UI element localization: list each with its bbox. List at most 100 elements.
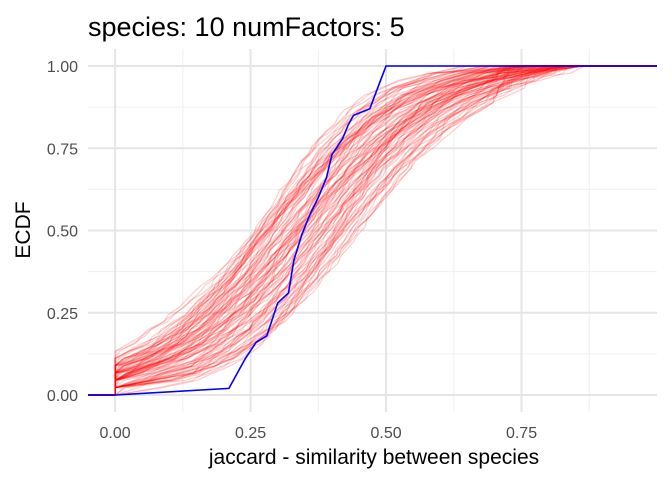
ecdf-background-line: [88, 65, 657, 396]
y-tick-label: 0.25: [47, 306, 78, 323]
ecdf-background-line: [88, 65, 657, 396]
x-tick-label: 0.75: [506, 425, 537, 442]
ecdf-background-line: [88, 65, 657, 396]
ecdf-background-line: [88, 65, 657, 396]
ecdf-background-line: [88, 65, 657, 396]
ecdf-background-line: [88, 65, 657, 396]
y-tick-label: 0.50: [47, 224, 78, 241]
ecdf-main-line-layer: [88, 65, 657, 396]
ecdf-background-line: [88, 65, 657, 396]
ecdf-background-line: [88, 65, 657, 396]
ecdf-background-line: [88, 65, 657, 396]
ecdf-background-line: [88, 65, 657, 396]
ecdf-background-line: [88, 65, 657, 396]
ecdf-background-line: [88, 65, 657, 396]
ecdf-background-line: [88, 65, 657, 396]
x-axis-title: jaccard - similarity between species: [208, 446, 539, 469]
ecdf-background-line: [88, 65, 657, 396]
y-tick-label: 1.00: [47, 59, 78, 76]
ecdf-background-line: [88, 65, 657, 396]
ecdf-main-line: [88, 65, 657, 396]
ecdf-background-line: [88, 65, 657, 396]
ecdf-background-line: [88, 65, 657, 396]
ecdf-background-line: [88, 65, 657, 396]
ecdf-background-line: [88, 65, 657, 396]
ecdf-background-line: [88, 65, 657, 396]
x-tick-label: 0.50: [370, 425, 401, 442]
ecdf-background-line: [88, 65, 657, 396]
ecdf-background-line: [88, 65, 657, 396]
ecdf-background-line: [88, 65, 657, 396]
ecdf-background-line: [88, 65, 657, 396]
ecdf-background-line: [88, 65, 657, 396]
ecdf-background-line: [88, 65, 657, 396]
ecdf-background-line: [88, 65, 657, 396]
ecdf-background-line: [88, 65, 657, 396]
y-tick-label: 0.75: [47, 141, 78, 158]
ecdf-background-line: [88, 65, 657, 396]
ecdf-background-line: [88, 65, 657, 396]
ecdf-background-line: [88, 65, 657, 396]
ecdf-background-line: [88, 65, 657, 396]
ecdf-background-line: [88, 65, 657, 396]
ecdf-background-line: [88, 65, 657, 396]
ecdf-background-line: [88, 65, 657, 396]
ecdf-background-line: [88, 65, 657, 396]
ecdf-background-line: [88, 65, 657, 396]
ecdf-background-line: [88, 65, 657, 396]
ecdf-background-line: [88, 65, 657, 396]
ecdf-background-line: [88, 65, 657, 396]
ecdf-background-line: [88, 65, 657, 396]
ecdf-background-line: [88, 65, 657, 396]
ecdf-background-line: [88, 65, 657, 396]
ecdf-background-line: [88, 65, 657, 396]
ecdf-background-line: [88, 65, 657, 396]
ecdf-background-line: [88, 65, 657, 396]
ecdf-background-line: [88, 65, 657, 396]
y-tick-label: 0.00: [47, 388, 78, 405]
ecdf-background-line: [88, 65, 657, 396]
ecdf-background-line: [88, 65, 657, 396]
ecdf-background-line: [88, 65, 657, 396]
ecdf-background-line: [88, 65, 657, 396]
ecdf-background-line: [88, 65, 657, 396]
chart-title: species: 10 numFactors: 5: [88, 12, 405, 42]
ecdf-background-line: [88, 65, 657, 396]
ecdf-background-line: [88, 65, 657, 396]
ecdf-background-line: [88, 65, 657, 396]
ecdf-background-line: [88, 65, 657, 396]
ecdf-background-line: [88, 65, 657, 396]
ecdf-background-line: [88, 65, 657, 396]
ecdf-background-line: [88, 65, 657, 396]
ecdf-background-line: [88, 65, 657, 396]
ecdf-background-line: [88, 65, 657, 396]
ecdf-background-line: [88, 65, 657, 396]
ecdf-background-line: [88, 65, 657, 396]
ecdf-background-line: [88, 65, 657, 396]
x-tick-label: 0.00: [100, 425, 131, 442]
ecdf-background-line: [88, 65, 657, 396]
ecdf-background-line: [88, 65, 657, 396]
ecdf-background-line: [88, 65, 657, 396]
ecdf-background-lines: [88, 65, 657, 396]
ecdf-background-line: [88, 65, 657, 396]
ecdf-background-line: [88, 65, 657, 396]
ecdf-background-line: [88, 65, 657, 396]
ecdf-background-line: [88, 65, 657, 396]
ecdf-background-line: [88, 65, 657, 396]
ecdf-background-line: [88, 65, 657, 396]
ecdf-background-line: [88, 65, 657, 396]
ecdf-background-line: [88, 65, 657, 396]
ecdf-background-line: [88, 65, 657, 396]
ecdf-background-line: [88, 65, 657, 396]
ecdf-background-line: [88, 65, 657, 396]
ecdf-background-line: [88, 65, 657, 396]
ecdf-background-line: [88, 65, 657, 396]
x-tick-label: 0.25: [235, 425, 266, 442]
ecdf-background-line: [88, 65, 657, 396]
ecdf-background-line: [88, 65, 657, 396]
ecdf-background-line: [88, 65, 657, 396]
ecdf-background-line: [88, 65, 657, 396]
